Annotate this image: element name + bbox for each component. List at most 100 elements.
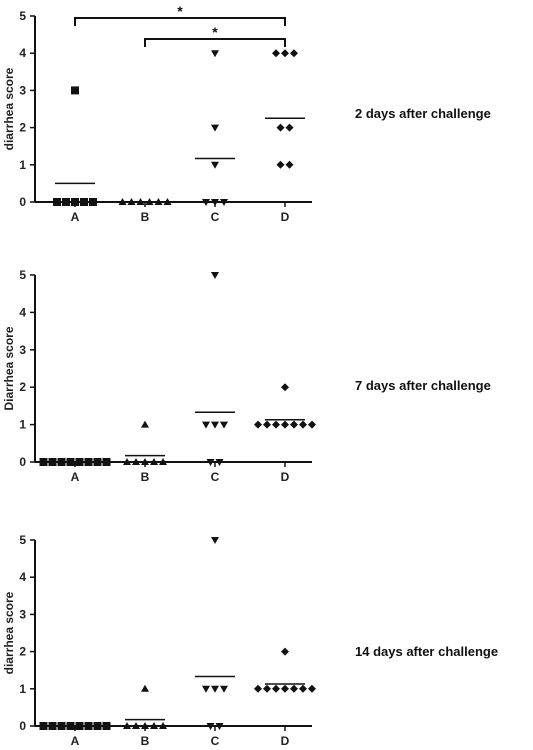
y-tick-label: 3 — [19, 607, 26, 621]
data-point-B — [141, 458, 149, 465]
x-tick-label-A: A — [71, 734, 80, 748]
x-tick-label-D: D — [281, 210, 290, 224]
y-tick-label: 1 — [19, 418, 26, 432]
data-point-D — [276, 123, 285, 132]
data-point-B — [150, 458, 158, 465]
data-point-B — [159, 458, 167, 465]
data-point-A — [39, 722, 48, 730]
data-point-D — [272, 420, 280, 429]
data-point-D — [308, 684, 316, 693]
data-point-A — [48, 722, 57, 730]
data-point-A — [89, 198, 97, 206]
data-point-D — [254, 684, 262, 693]
data-point-C — [215, 723, 224, 730]
x-tick-label-B: B — [141, 734, 150, 748]
data-point-B — [159, 722, 167, 729]
y-tick-label: 2 — [19, 380, 26, 394]
data-point-D — [272, 684, 280, 693]
data-point-A — [102, 722, 111, 730]
y-tick-label: 0 — [19, 719, 26, 733]
data-point-C — [211, 161, 219, 169]
x-tick-label-C: C — [211, 210, 220, 224]
data-point-D — [281, 684, 289, 693]
data-point-C — [211, 537, 219, 544]
data-point-A — [53, 198, 61, 206]
y-tick-label: 5 — [19, 533, 26, 547]
x-tick-label-C: C — [211, 470, 220, 484]
significance-bracket-B-D — [144, 38, 286, 47]
data-point-D — [281, 49, 289, 58]
data-point-D — [263, 684, 271, 693]
y-tick-label: 4 — [19, 305, 26, 319]
data-point-C — [211, 272, 219, 279]
data-point-D — [281, 647, 289, 656]
y-tick-label: 1 — [19, 158, 26, 172]
data-point-B — [141, 684, 149, 692]
data-point-B — [132, 458, 140, 465]
data-point-C — [211, 685, 219, 693]
panel-label: 14 days after challenge — [355, 644, 498, 659]
x-tick-label-B: B — [141, 210, 150, 224]
panel-2: 0 1 2 3 4 5 Diarrhea score A B C D 7 days after cha… — [2, 268, 491, 484]
data-point-C — [202, 199, 210, 206]
data-point-C — [202, 685, 210, 693]
y-tick-label: 4 — [19, 570, 26, 584]
data-point-A — [93, 722, 102, 730]
y-axis-title: diarrhea score — [2, 591, 16, 674]
data-point-D — [276, 160, 285, 169]
data-point-A — [62, 198, 70, 206]
data-point-C — [211, 50, 219, 58]
data-point-B — [150, 722, 158, 729]
panel-1: 0 1 2 3 4 5 diarrhea score A B C D * * 2 days after c… — [2, 3, 491, 224]
data-point-D — [290, 684, 298, 693]
data-point-B — [141, 420, 149, 428]
x-tick-label-D: D — [281, 734, 290, 748]
data-point-A — [39, 458, 48, 466]
x-tick-label-A: A — [71, 470, 80, 484]
y-tick-label: 0 — [19, 195, 26, 209]
y-tick-label: 0 — [19, 455, 26, 469]
panel-label: 2 days after challenge — [355, 106, 491, 121]
data-point-B — [123, 722, 131, 729]
data-point-D — [281, 420, 289, 429]
x-tick-label-B: B — [141, 470, 150, 484]
y-tick-label: 1 — [19, 682, 26, 696]
data-point-D — [290, 49, 298, 58]
data-point-B — [123, 458, 131, 465]
data-point-D — [285, 123, 294, 132]
data-point-C — [211, 421, 219, 429]
y-tick-label: 5 — [19, 9, 26, 23]
data-point-D — [299, 684, 307, 693]
data-point-B — [132, 722, 140, 729]
panel-label: 7 days after challenge — [355, 378, 491, 393]
data-point-B — [118, 198, 127, 205]
x-tick-label-C: C — [211, 734, 220, 748]
y-axis-title: Diarrhea score — [2, 326, 16, 410]
x-tick-label-D: D — [281, 470, 290, 484]
data-point-D — [272, 49, 280, 58]
data-point-A — [93, 458, 102, 466]
data-point-D — [281, 383, 289, 392]
data-point-C — [220, 421, 228, 429]
data-point-A — [102, 458, 111, 466]
data-point-D — [308, 420, 316, 429]
data-point-B — [163, 198, 172, 205]
data-point-C — [220, 685, 228, 693]
data-point-A — [48, 458, 57, 466]
data-point-C — [206, 723, 215, 730]
data-point-A — [80, 198, 88, 206]
data-point-C — [220, 199, 228, 206]
data-point-C — [215, 459, 224, 466]
data-point-D — [263, 420, 271, 429]
y-tick-label: 2 — [19, 645, 26, 659]
y-tick-label: 3 — [19, 83, 26, 97]
y-axis-title: diarrhea score — [2, 67, 16, 150]
data-point-D — [254, 420, 262, 429]
significance-star: * — [212, 24, 218, 40]
y-tick-label: 3 — [19, 343, 26, 357]
data-point-D — [285, 160, 294, 169]
data-point-B — [141, 722, 149, 729]
significance-bracket-A-D — [74, 17, 286, 26]
data-point-C — [202, 421, 210, 429]
